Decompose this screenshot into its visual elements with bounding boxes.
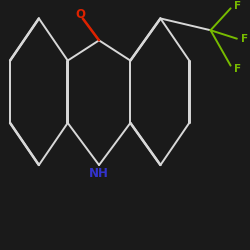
Text: F: F	[234, 1, 241, 11]
Text: O: O	[75, 8, 85, 21]
Text: F: F	[241, 34, 248, 44]
Text: F: F	[234, 64, 241, 74]
Text: NH: NH	[89, 167, 109, 180]
